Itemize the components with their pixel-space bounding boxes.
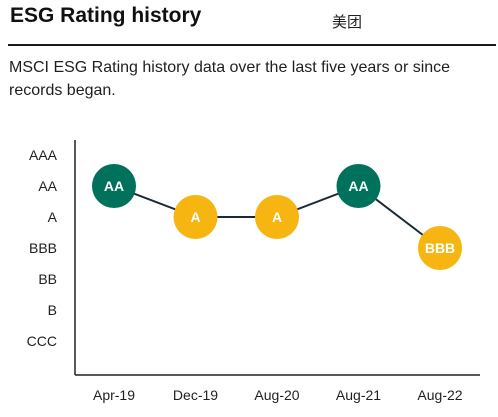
rating-point-label: A xyxy=(190,209,200,225)
y-tick-label: A xyxy=(48,209,58,225)
y-tick-label: CCC xyxy=(27,333,57,349)
rating-point xyxy=(418,226,462,270)
page-title: ESG Rating history xyxy=(10,4,202,27)
y-tick-label: BB xyxy=(38,271,57,287)
x-tick-label: Aug-21 xyxy=(336,387,381,403)
y-tick-label: AA xyxy=(38,178,57,194)
x-tick-label: Aug-22 xyxy=(417,387,462,403)
x-tick-label: Dec-19 xyxy=(173,387,218,403)
chart-description: MSCI ESG Rating history data over the la… xyxy=(9,59,451,99)
rating-point-label: AA xyxy=(348,178,368,194)
rating-point-label: A xyxy=(272,209,282,225)
rating-point-label: BBB xyxy=(425,240,455,256)
esg-rating-chart: CCC B BB BBB A AA AAA Apr-19 Dec-19 Aug-20 Aug-21 A… xyxy=(0,130,498,412)
rating-point xyxy=(255,195,299,239)
rating-point xyxy=(336,164,381,208)
header: ESG Rating history 美团 xyxy=(0,0,498,46)
rating-point-label: AA xyxy=(104,178,124,194)
rating-point xyxy=(173,195,218,239)
title-divider xyxy=(8,44,496,46)
company-name: 美团 xyxy=(332,13,363,31)
rating-point xyxy=(92,164,136,208)
y-tick-label: AAA xyxy=(29,147,58,163)
x-tick-label: Aug-20 xyxy=(254,387,299,403)
x-tick-label: Apr-19 xyxy=(93,387,135,403)
y-tick-label: BBB xyxy=(29,240,57,256)
y-tick-label: B xyxy=(48,302,57,318)
